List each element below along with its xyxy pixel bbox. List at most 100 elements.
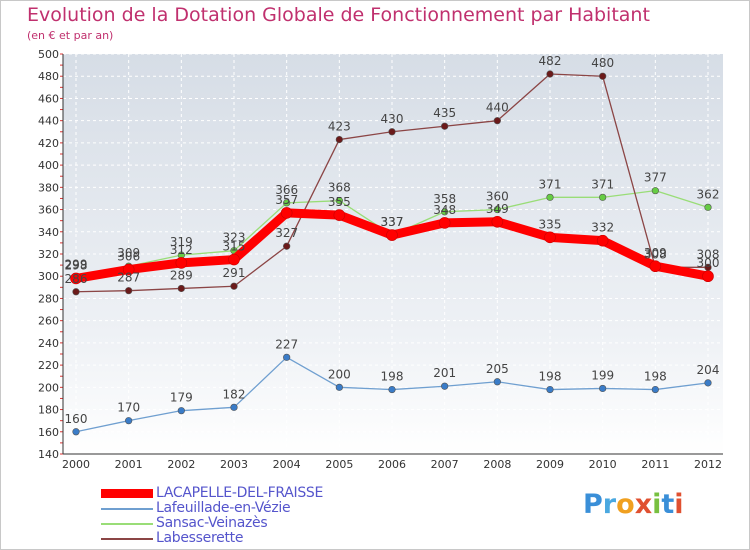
data-point-0 <box>702 270 714 283</box>
legend-swatch-lacapelle <box>101 489 153 498</box>
data-label-0: 348 <box>433 203 456 217</box>
data-point-3 <box>72 288 80 296</box>
x-tick-label: 2007 <box>431 458 459 471</box>
data-label-1: 205 <box>486 362 509 376</box>
logo-letter: t <box>661 489 675 520</box>
data-point-1 <box>599 384 607 393</box>
y-tick-label: 220 <box>38 359 59 372</box>
data-point-1 <box>704 379 712 387</box>
data-label-0: 298 <box>65 258 88 272</box>
data-label-3: 289 <box>170 268 193 282</box>
data-label-0: 300 <box>697 256 720 270</box>
data-point-3 <box>335 135 343 144</box>
data-label-3: 435 <box>433 106 456 120</box>
logo-letter: o <box>616 489 635 520</box>
data-point-0 <box>175 257 188 269</box>
data-label-1: 179 <box>170 391 193 405</box>
data-label-2: 323 <box>223 231 246 245</box>
data-point-0 <box>228 253 240 266</box>
y-tick-label: 360 <box>38 204 59 217</box>
legend-label-lafeuillade: Lafeuillade-en-Vézie <box>156 500 291 516</box>
data-label-3: 482 <box>539 54 562 68</box>
data-label-3: 308 <box>644 247 667 261</box>
data-point-0 <box>596 234 609 247</box>
data-label-3: 308 <box>697 247 720 261</box>
data-point-0 <box>386 229 398 241</box>
x-tick-label: 2005 <box>325 458 353 471</box>
legend-swatch-labesserette <box>101 538 153 540</box>
data-point-2 <box>335 197 343 205</box>
data-point-0 <box>280 207 293 219</box>
data-label-1: 182 <box>223 387 246 401</box>
logo-letter: P <box>583 489 603 520</box>
data-point-1 <box>441 382 449 390</box>
y-tick-label: 240 <box>38 337 59 350</box>
x-tick-label: 2001 <box>115 458 143 471</box>
logo-letter: r <box>602 489 617 520</box>
data-point-0 <box>438 217 451 229</box>
y-tick-label: 460 <box>38 92 59 105</box>
data-point-0 <box>70 272 82 285</box>
proxiti-logo: Proxiti <box>583 489 684 520</box>
logo-letter: i <box>674 489 684 520</box>
data-point-2 <box>546 193 554 201</box>
data-label-2: 360 <box>486 190 509 204</box>
data-label-3: 287 <box>117 271 140 285</box>
y-tick-label: 200 <box>38 381 59 394</box>
y-tick-label: 440 <box>38 115 59 128</box>
data-label-2: 371 <box>539 177 562 191</box>
data-label-2: 366 <box>275 183 298 197</box>
legend-swatch-sansac <box>101 523 153 525</box>
data-label-1: 198 <box>539 370 562 384</box>
data-point-3 <box>388 128 396 136</box>
legend-item-lacapelle: LACAPELLE-DEL-FRAISSE <box>101 485 401 501</box>
chart-subtitle: (en € et par an) <box>27 29 114 42</box>
data-point-0 <box>491 215 504 228</box>
data-label-2: 319 <box>170 235 193 249</box>
data-label-3: 480 <box>591 56 614 70</box>
y-tick-label: 180 <box>38 404 59 417</box>
data-label-0: 335 <box>539 217 562 231</box>
data-label-3: 423 <box>328 120 351 134</box>
y-tick-label: 280 <box>38 292 59 305</box>
data-label-3: 291 <box>223 266 246 280</box>
x-tick-label: 2002 <box>167 458 195 471</box>
data-point-3 <box>177 284 185 293</box>
data-label-1: 198 <box>381 370 404 384</box>
y-tick-label: 480 <box>38 70 59 83</box>
data-point-1 <box>177 407 185 415</box>
data-point-3 <box>599 72 607 80</box>
data-label-0: 355 <box>328 195 351 209</box>
data-point-2 <box>493 205 501 214</box>
data-point-2 <box>704 203 712 211</box>
legend-label-labesserette: Labesserette <box>156 530 244 546</box>
legend-item-sansac: Sansac-Veinazès <box>101 515 401 531</box>
data-point-3 <box>441 122 449 130</box>
data-label-3: 430 <box>381 112 404 126</box>
data-point-1 <box>230 403 238 411</box>
data-label-2: 358 <box>433 192 456 206</box>
data-label-0: 315 <box>223 240 246 254</box>
data-label-2: 337 <box>381 215 404 229</box>
data-point-3 <box>493 117 501 125</box>
x-tick-label: 2000 <box>62 458 90 471</box>
data-point-3 <box>283 242 291 250</box>
data-label-1: 227 <box>275 337 298 351</box>
data-point-3 <box>125 287 133 295</box>
x-tick-label: 2008 <box>483 458 511 471</box>
legend-swatch-lafeuillade <box>101 508 153 510</box>
data-label-1: 204 <box>697 363 720 377</box>
data-label-2: 377 <box>644 171 667 185</box>
data-point-1 <box>651 385 659 394</box>
data-point-3 <box>230 282 238 290</box>
legend: LACAPELLE-DEL-FRAISSE Lafeuillade-en-Véz… <box>101 485 401 546</box>
data-point-1 <box>388 385 396 394</box>
data-label-2: 299 <box>65 257 88 271</box>
x-tick-label: 2006 <box>378 458 406 471</box>
y-tick-label: 320 <box>38 248 59 261</box>
x-tick-label: 2012 <box>694 458 722 471</box>
data-label-2: 362 <box>697 187 720 201</box>
y-tick-label: 400 <box>38 159 59 172</box>
